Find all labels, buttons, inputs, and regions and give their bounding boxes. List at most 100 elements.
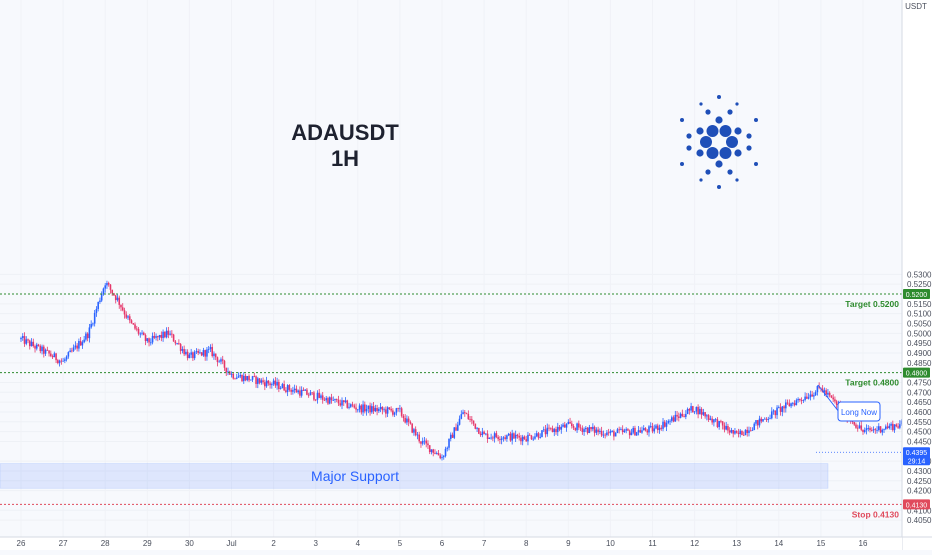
- candle-body: [656, 425, 659, 431]
- candle-body: [353, 405, 356, 408]
- candle-body: [279, 388, 282, 390]
- candle-body: [795, 400, 798, 406]
- candle-body: [767, 418, 770, 420]
- candle-body: [300, 389, 303, 396]
- time-tick-label: 26: [17, 539, 26, 548]
- candle-body: [555, 429, 557, 433]
- support-zone-label: Major Support: [311, 468, 399, 484]
- candle-body: [644, 428, 647, 431]
- candle-body: [41, 346, 43, 352]
- time-tick-label: 11: [648, 539, 657, 548]
- candle-body: [744, 429, 747, 436]
- candle-body: [562, 424, 564, 427]
- price-tick-label: 0.4450: [907, 437, 932, 446]
- candle-body: [276, 381, 278, 386]
- logo-dot: [717, 185, 721, 189]
- candle-body: [765, 418, 768, 420]
- price-tick-label: 0.5250: [907, 280, 932, 289]
- candle-body: [67, 352, 70, 357]
- candle-body: [216, 357, 219, 363]
- time-tick-label: 12: [690, 539, 699, 548]
- candle-body: [383, 409, 385, 411]
- candle-body: [164, 331, 166, 338]
- candle-body: [618, 429, 620, 431]
- candle-body: [876, 430, 878, 431]
- candle-body: [827, 392, 829, 395]
- candle-body: [179, 344, 182, 351]
- logo-dot: [734, 127, 742, 135]
- candle-body: [402, 415, 405, 419]
- candle-body: [118, 297, 121, 305]
- candle-body: [393, 412, 396, 415]
- time-tick-label: 6: [440, 539, 445, 548]
- candle-body: [69, 350, 71, 353]
- candle-body: [293, 388, 296, 391]
- candle-body: [679, 413, 682, 418]
- candle-body: [663, 421, 666, 427]
- candle-body: [521, 436, 524, 442]
- logo-dot: [696, 149, 704, 157]
- candle-body: [462, 412, 464, 415]
- countdown-label: 29:14: [908, 458, 926, 465]
- candle-body: [290, 389, 292, 392]
- candle-body: [174, 341, 177, 344]
- candle-body: [516, 434, 519, 436]
- candle-body: [404, 418, 406, 423]
- level-badge: [903, 289, 930, 300]
- candle-body: [520, 437, 522, 442]
- candle-body: [339, 403, 342, 406]
- level-label: Target 0.5200: [845, 299, 899, 309]
- candle-body: [579, 427, 582, 429]
- candle-body: [855, 424, 857, 428]
- candle-body: [735, 430, 738, 433]
- candle-body: [414, 429, 417, 436]
- candle-body: [458, 418, 461, 425]
- candle-body: [378, 408, 380, 412]
- candle-body: [128, 316, 131, 321]
- candle-body: [541, 430, 543, 438]
- candle-body: [95, 308, 98, 313]
- candle-body: [292, 390, 294, 392]
- price-tick-label: 0.4700: [907, 388, 932, 397]
- chart-title: ADAUSDT 1H: [291, 120, 399, 171]
- candle-body: [193, 351, 196, 359]
- symbol-title: ADAUSDT: [291, 120, 399, 145]
- candle-body: [223, 360, 226, 368]
- candle-body: [774, 410, 777, 416]
- candle-body: [662, 421, 664, 429]
- candle-body: [683, 416, 685, 417]
- candle-body: [578, 423, 580, 428]
- logo-dot: [705, 109, 711, 115]
- candle-body: [621, 429, 624, 433]
- candle-body: [144, 335, 147, 342]
- candle-body: [504, 437, 506, 439]
- candle-body: [176, 343, 178, 344]
- candle-body: [274, 380, 277, 386]
- candle-body: [355, 407, 357, 410]
- time-tick-label: 4: [356, 539, 361, 548]
- candle-body: [325, 398, 328, 401]
- candle-body: [360, 405, 363, 413]
- candle-body: [167, 330, 170, 335]
- candle-body: [558, 426, 561, 430]
- candle-body: [574, 427, 577, 431]
- callout-label: Long Now: [841, 408, 877, 417]
- candle-body: [711, 418, 713, 423]
- candle-body: [665, 422, 668, 427]
- candle-body: [400, 408, 403, 416]
- candle-body: [597, 429, 599, 433]
- candle-body: [756, 420, 759, 426]
- logo-dot: [735, 178, 739, 182]
- candle-body: [309, 392, 312, 396]
- logo-dot: [699, 178, 703, 182]
- candle-body: [806, 396, 808, 399]
- candle-body: [590, 426, 592, 430]
- candle-body: [448, 438, 450, 448]
- candle-body: [467, 414, 470, 420]
- callout-pointer: [817, 384, 840, 413]
- candle-body: [702, 412, 705, 415]
- candle-body: [39, 346, 42, 352]
- candle-body: [132, 323, 135, 325]
